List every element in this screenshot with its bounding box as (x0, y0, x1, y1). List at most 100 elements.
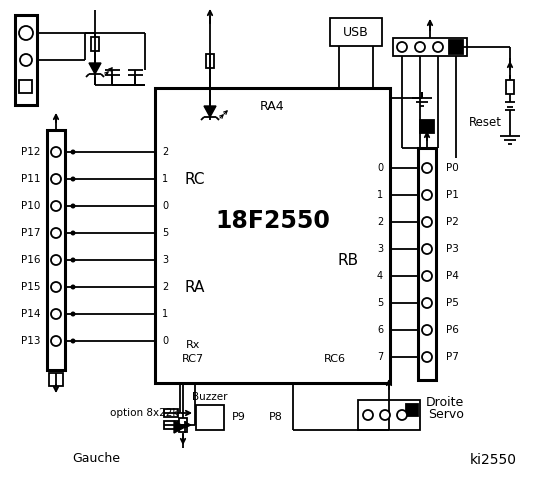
Text: Rx: Rx (186, 340, 200, 350)
Text: 5: 5 (162, 228, 168, 238)
Text: P0: P0 (446, 163, 459, 173)
Circle shape (422, 271, 432, 281)
Text: P7: P7 (446, 352, 459, 362)
Text: ki2550: ki2550 (470, 453, 517, 467)
Circle shape (70, 230, 76, 236)
Text: P6: P6 (446, 325, 459, 335)
Bar (420, 120, 434, 133)
Text: P11: P11 (20, 174, 40, 184)
Text: USB: USB (343, 25, 369, 38)
Circle shape (51, 201, 61, 211)
Bar (196, 405, 224, 430)
Text: 3: 3 (162, 255, 168, 265)
Bar (179, 418, 187, 432)
Bar (47, 130, 65, 370)
Text: P12: P12 (20, 147, 40, 157)
Text: 18F2550: 18F2550 (215, 208, 330, 232)
Text: 2: 2 (162, 147, 168, 157)
Text: RB: RB (337, 253, 358, 268)
Text: 5: 5 (377, 298, 383, 308)
Text: P5: P5 (446, 298, 459, 308)
Text: 1: 1 (162, 174, 168, 184)
Circle shape (70, 285, 76, 289)
Circle shape (422, 298, 432, 308)
Text: P15: P15 (20, 282, 40, 292)
Text: P1: P1 (446, 190, 459, 200)
Text: Servo: Servo (428, 408, 464, 421)
Bar (164, 421, 178, 429)
Text: 4: 4 (377, 271, 383, 281)
Bar (19, 80, 32, 93)
Circle shape (415, 42, 425, 52)
Text: P10: P10 (20, 201, 40, 211)
Circle shape (70, 149, 76, 155)
Bar (164, 409, 178, 417)
Text: Buzzer: Buzzer (192, 392, 228, 402)
Text: 2: 2 (377, 217, 383, 227)
Circle shape (51, 282, 61, 292)
Circle shape (422, 163, 432, 173)
Text: 2: 2 (162, 282, 168, 292)
Circle shape (70, 257, 76, 263)
Text: RA: RA (185, 279, 205, 295)
Polygon shape (174, 421, 185, 433)
Circle shape (70, 312, 76, 316)
Circle shape (397, 410, 407, 420)
Text: P8: P8 (269, 412, 283, 422)
Text: 0: 0 (162, 336, 168, 346)
Bar (15, 15, 37, 105)
Text: RC7: RC7 (182, 354, 204, 364)
Text: P17: P17 (20, 228, 40, 238)
Bar (393, 38, 467, 56)
Text: 6: 6 (377, 325, 383, 335)
Bar (155, 88, 390, 383)
Text: P3: P3 (446, 244, 459, 254)
Text: option 8x22k: option 8x22k (109, 408, 178, 418)
Text: P2: P2 (446, 217, 459, 227)
Text: RA4: RA4 (260, 99, 285, 112)
Bar (506, 80, 514, 94)
Circle shape (422, 325, 432, 335)
Circle shape (51, 255, 61, 265)
Polygon shape (204, 106, 216, 117)
Circle shape (19, 26, 33, 40)
Text: 0: 0 (162, 201, 168, 211)
Bar (358, 400, 420, 430)
Circle shape (70, 204, 76, 208)
Circle shape (422, 352, 432, 362)
Text: Reset: Reset (469, 116, 502, 129)
Text: RC: RC (185, 171, 205, 187)
Text: P16: P16 (20, 255, 40, 265)
Text: 3: 3 (377, 244, 383, 254)
Circle shape (433, 42, 443, 52)
Text: P14: P14 (20, 309, 40, 319)
Circle shape (70, 177, 76, 181)
Circle shape (363, 410, 373, 420)
Text: P4: P4 (446, 271, 459, 281)
Text: 1: 1 (377, 190, 383, 200)
Bar (449, 40, 463, 54)
Bar (330, 18, 382, 46)
Text: P13: P13 (20, 336, 40, 346)
Bar (418, 148, 436, 380)
Circle shape (51, 228, 61, 238)
Text: 1: 1 (162, 309, 168, 319)
Text: Gauche: Gauche (72, 452, 120, 465)
Circle shape (51, 309, 61, 319)
Text: RC6: RC6 (324, 354, 346, 364)
Text: 7: 7 (377, 352, 383, 362)
Circle shape (20, 54, 32, 66)
Bar (206, 54, 214, 68)
Circle shape (51, 147, 61, 157)
Bar (91, 37, 99, 51)
Circle shape (51, 174, 61, 184)
Bar (49, 373, 63, 386)
Circle shape (70, 338, 76, 344)
Text: 0: 0 (377, 163, 383, 173)
Circle shape (422, 190, 432, 200)
Circle shape (380, 410, 390, 420)
Circle shape (397, 42, 407, 52)
Text: P9: P9 (232, 412, 246, 422)
Bar (406, 404, 418, 416)
Circle shape (422, 217, 432, 227)
